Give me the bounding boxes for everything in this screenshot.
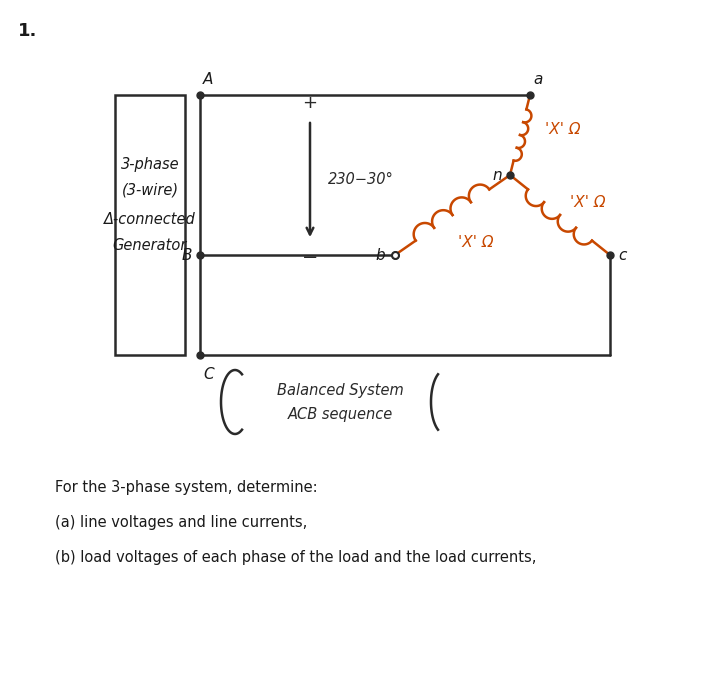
Text: Balanced System: Balanced System [276,382,403,398]
Text: Δ-connected: Δ-connected [104,212,196,227]
Text: n: n [492,167,502,182]
Text: B: B [181,247,192,262]
Text: (a) line voltages and line currents,: (a) line voltages and line currents, [55,515,307,530]
Text: For the 3-phase system, determine:: For the 3-phase system, determine: [55,480,318,495]
Text: (3-wire): (3-wire) [122,182,179,197]
Text: A: A [203,72,213,87]
Text: −: − [302,248,318,267]
Text: ACB sequence: ACB sequence [287,406,392,421]
Text: (b) load voltages of each phase of the load and the load currents,: (b) load voltages of each phase of the l… [55,550,536,565]
Text: 'X' Ω: 'X' Ω [545,122,580,137]
Text: 3-phase: 3-phase [121,158,179,173]
Text: Generator: Generator [113,238,187,253]
Text: +: + [302,94,318,112]
Bar [115,95,185,355]
Text: a: a [533,72,542,87]
Text: c: c [618,247,626,262]
Text: 1.: 1. [18,22,37,40]
Text: 'X' Ω: 'X' Ω [457,235,493,250]
Text: 'X' Ω: 'X' Ω [570,195,606,210]
Text: 230−30°: 230−30° [328,173,394,188]
Text: b: b [375,247,385,262]
Text: C: C [203,367,214,382]
